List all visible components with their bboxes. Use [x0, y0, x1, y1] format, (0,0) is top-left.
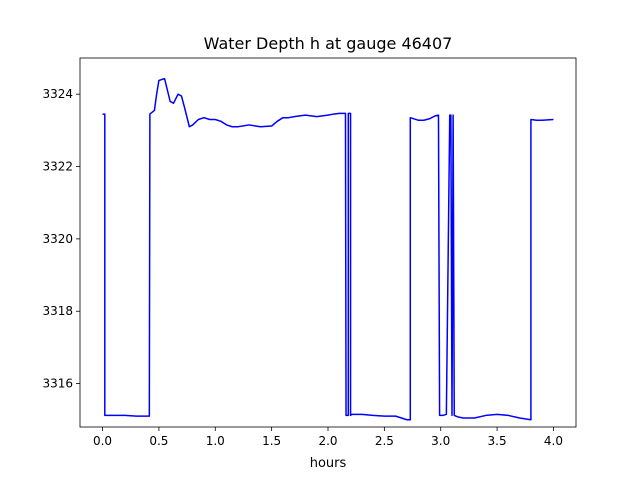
series-line-0 — [102, 77, 554, 421]
x-tick-label: 1.5 — [262, 434, 281, 448]
x-axis-ticks: 0.0 0.5 1.0 1.5 2.0 2.5 3.0 3.5 4.0 — [93, 427, 563, 448]
y-tick-label: 3318 — [42, 304, 73, 318]
x-tick-label: 3.0 — [431, 434, 450, 448]
y-tick-label: 3320 — [42, 232, 73, 246]
chart-title: Water Depth h at gauge 46407 — [204, 34, 453, 53]
x-tick-label: 4.0 — [544, 434, 563, 448]
y-axis-ticks: 3316 3318 3320 3322 3324 — [42, 87, 80, 391]
y-tick-label: 3322 — [42, 160, 73, 174]
x-axis-label: hours — [310, 456, 347, 471]
x-tick-label: 1.0 — [206, 434, 225, 448]
x-tick-label: 3.5 — [488, 434, 507, 448]
x-tick-label: 2.5 — [375, 434, 394, 448]
x-tick-label: 0.0 — [93, 434, 112, 448]
x-tick-label: 2.0 — [318, 434, 337, 448]
y-tick-label: 3316 — [42, 377, 73, 391]
y-tick-label: 3324 — [42, 87, 73, 101]
x-tick-label: 0.5 — [149, 434, 168, 448]
